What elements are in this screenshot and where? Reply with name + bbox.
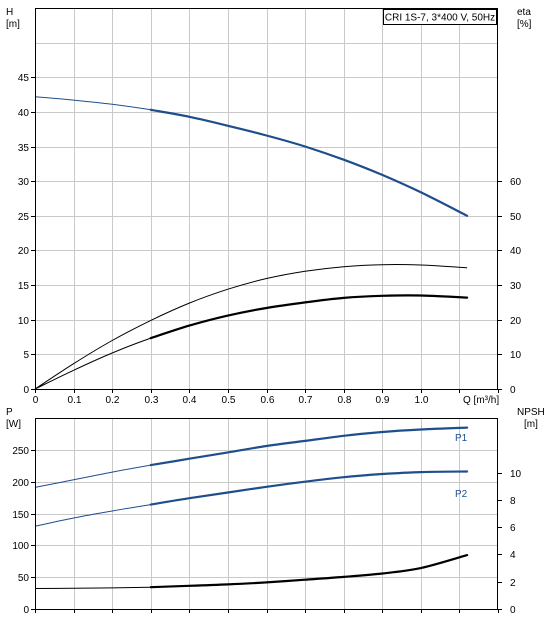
x-tick-label: 0.1 [68,395,82,406]
y-left-axis-name-power: P [6,407,13,418]
y-left-tick-label: 5 [23,350,29,361]
y-left-tick-label: 10 [18,316,30,327]
y-right-tick-label: 0 [510,385,516,396]
y-left-tick-label: 30 [18,177,30,188]
y-left-tick-label: 0 [23,605,29,616]
y-left-tick-label: 250 [12,446,29,457]
head-curve-thin [34,96,468,217]
y-left-tick-label: 50 [18,573,30,584]
legend-text: CRI 1S-7, 3*400 V, 50Hz [385,13,495,24]
efficiency-curve-upper-thin [34,264,468,390]
y-right-tick-label: 0 [510,605,516,616]
x-axis-label: Q [m³/h] [463,395,499,406]
y-right-axis-name-npsh: NPSH [517,407,545,418]
y-left-axis-name: H [6,7,13,18]
x-tick-label: 0.3 [145,395,159,406]
top-panel-frame [35,8,498,390]
x-tick-label: 0.7 [299,395,313,406]
y-right-tick-label: 60 [510,177,522,188]
power-curve-p2-thin [34,471,468,527]
x-tick-label: 1.0 [415,395,429,406]
y-right-tick-label: 2 [510,578,516,589]
y-right-axis-name: eta [517,7,531,18]
bottom-panel-frame [35,418,498,610]
y-right-tick-label: 40 [510,246,522,257]
y-left-tick-label: 0 [23,385,29,396]
y-right-tick-label: 10 [510,469,522,480]
y-right-tick-label: 4 [510,550,516,561]
y-left-axis-unit: [m] [6,19,20,30]
power-curve-p1-thin [34,427,468,488]
efficiency-curve-lower [149,294,469,340]
y-right-axis-unit-npsh: [m] [524,419,538,430]
legend-box [383,9,497,25]
y-right-tick-label: 6 [510,523,516,534]
y-right-axis-unit: [%] [517,19,532,30]
y-left-tick-label: 40 [18,108,30,119]
efficiency-curve-lower-thin [34,294,468,390]
series-label-p1: P1 [455,433,468,444]
x-tick-label: 0.5 [222,395,236,406]
y-left-tick-label: 45 [18,73,30,84]
y-left-tick-label: 35 [18,143,30,154]
y-right-tick-label: 50 [510,212,522,223]
x-tick-label: 0.9 [376,395,390,406]
y-left-tick-label: 20 [18,246,30,257]
y-left-axis-unit-power: [W] [6,419,21,430]
y-left-tick-label: 25 [18,212,30,223]
head-curve [149,108,469,217]
x-tick-label: 0.2 [106,395,120,406]
x-tick-label: 0.8 [338,395,352,406]
power-curve-p1 [149,426,469,467]
y-right-tick-label: 10 [510,350,522,361]
y-right-tick-label: 30 [510,281,522,292]
power-curve-p2 [149,470,469,506]
y-right-tick-label: 8 [510,496,516,507]
y-left-tick-label: 200 [12,478,29,489]
y-left-tick-label: 100 [12,541,29,552]
x-tick-label: 0.6 [261,395,275,406]
series-label-p2: P2 [455,489,468,500]
x-tick-label: 0.4 [183,395,197,406]
x-tick-label: 0 [33,395,39,406]
y-left-tick-label: 150 [12,510,29,521]
npsh-curve [149,554,469,589]
y-left-tick-label: 15 [18,281,30,292]
y-right-tick-label: 20 [510,316,522,327]
